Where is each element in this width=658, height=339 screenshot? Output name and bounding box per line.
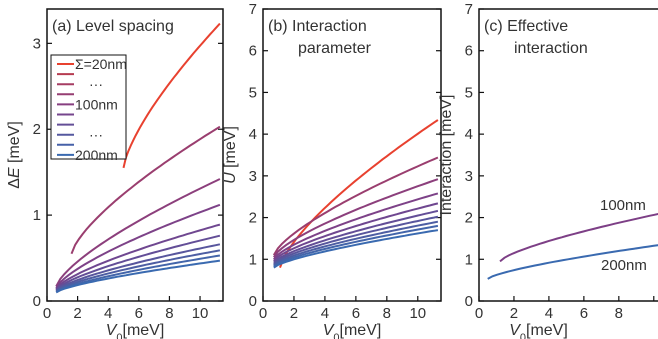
series-line: [273, 192, 439, 260]
x-tick-label: 10: [409, 305, 426, 322]
x-tick-label: 8: [165, 305, 173, 322]
x-tick-label: 8: [615, 305, 623, 322]
x-tick-label: 0: [43, 305, 51, 322]
x-tick-label: 0: [475, 305, 483, 322]
series-line: [279, 119, 439, 268]
panel-1: 0 2 4 6 8 10 0 1 2 3 V0[meV] ΔE [meV] (a) Level spac…: [6, 8, 224, 339]
panel-2: 0 2 4 6 8 10 0 1 2 3 4 5 6 7 V0[meV] U [meV] (b) Interac…: [222, 1, 442, 339]
panel-title: (c) Effective: [484, 18, 568, 35]
legend-entry: Σ=20nm: [75, 56, 127, 72]
series-line: [122, 22, 221, 169]
y-tick-label: 3: [33, 35, 41, 52]
y-axis-label: Interaction [meV]: [438, 95, 455, 216]
panel-title: interaction: [514, 40, 588, 57]
y-tick-label: 1: [249, 251, 257, 268]
series-line: [55, 249, 221, 293]
panel-3: 0 2 4 6 8 0 1 2 3 4 5 6 7 V0[meV] Interaction [meV] (c)…: [438, 1, 658, 339]
series-label: 200nm: [601, 257, 647, 274]
x-tick-label: 4: [321, 305, 329, 322]
series-line: [272, 178, 439, 258]
y-tick-label: 1: [33, 207, 41, 224]
y-tick-label: 2: [465, 210, 473, 227]
series-line: [55, 178, 221, 287]
series-line: [55, 259, 221, 294]
series-line: [272, 156, 439, 256]
series-line: [273, 229, 439, 269]
legend: Σ=20nm ··· 100nm ··· 200nm: [50, 54, 127, 163]
x-tick-label: 10: [192, 305, 209, 322]
legend-box: [50, 54, 127, 160]
x-tick-label: 2: [510, 305, 518, 322]
series-line: [55, 203, 221, 289]
panel-title: parameter: [298, 40, 372, 57]
y-tick-label: 3: [249, 168, 257, 185]
y-axis-label: U [meV]: [222, 126, 239, 184]
x-tick-label: 0: [259, 305, 267, 322]
x-axis-label: V0[meV]: [106, 322, 165, 339]
legend-entry: ···: [89, 76, 103, 92]
x-tick-label: 4: [545, 305, 553, 322]
series-line: [55, 254, 221, 294]
y-tick-label: 5: [465, 84, 473, 101]
series-line: [273, 209, 439, 264]
y-tick-label: 4: [465, 126, 473, 143]
y-tick-label: 5: [249, 84, 257, 101]
legend-entry: 200nm: [75, 147, 118, 163]
x-tick-label: 8: [383, 305, 391, 322]
y-tick-label: 0: [249, 293, 257, 310]
x-tick-label: 4: [104, 305, 112, 322]
y-tick-label: 2: [249, 210, 257, 227]
y-tick-label: 2: [33, 121, 41, 138]
legend-entry: ···: [89, 127, 103, 143]
y-tick-label: 3: [465, 168, 473, 185]
plot-frame: [46, 8, 224, 302]
x-tick-label: 6: [580, 305, 588, 322]
y-tick-label: 6: [249, 43, 257, 60]
x-tick-label: 2: [290, 305, 298, 322]
plot-frame: [262, 8, 442, 302]
series-line: [273, 224, 439, 268]
y-tick-label: 7: [249, 1, 257, 18]
series-line: [55, 243, 221, 292]
y-tick-label: 1: [465, 251, 473, 268]
series-line: [487, 244, 658, 280]
series-line: [273, 202, 439, 262]
x-axis-label: V0[meV]: [323, 322, 382, 339]
panel-title: (a) Level spacing: [52, 18, 174, 35]
series-line: [273, 220, 439, 266]
legend-entry: 100nm: [75, 96, 118, 112]
panel-title: (b) Interaction: [268, 18, 367, 35]
y-tick-label: 0: [33, 293, 41, 310]
x-tick-label: 6: [352, 305, 360, 322]
y-tick-label: 0: [465, 293, 473, 310]
x-axis-label: V0[meV]: [509, 322, 568, 339]
x-tick-label: 2: [73, 305, 81, 322]
y-axis-label: ΔE [meV]: [6, 121, 23, 189]
series-line: [273, 215, 439, 265]
series-label: 100nm: [600, 197, 646, 214]
series-line: [499, 212, 658, 263]
y-tick-label: 7: [465, 1, 473, 18]
series-line: [55, 234, 221, 291]
plot-frame: [478, 8, 658, 302]
y-tick-label: 4: [249, 126, 257, 143]
y-tick-label: 6: [465, 43, 473, 60]
series-line: [70, 125, 221, 255]
x-tick-label: 6: [135, 305, 143, 322]
series-line: [55, 223, 221, 290]
